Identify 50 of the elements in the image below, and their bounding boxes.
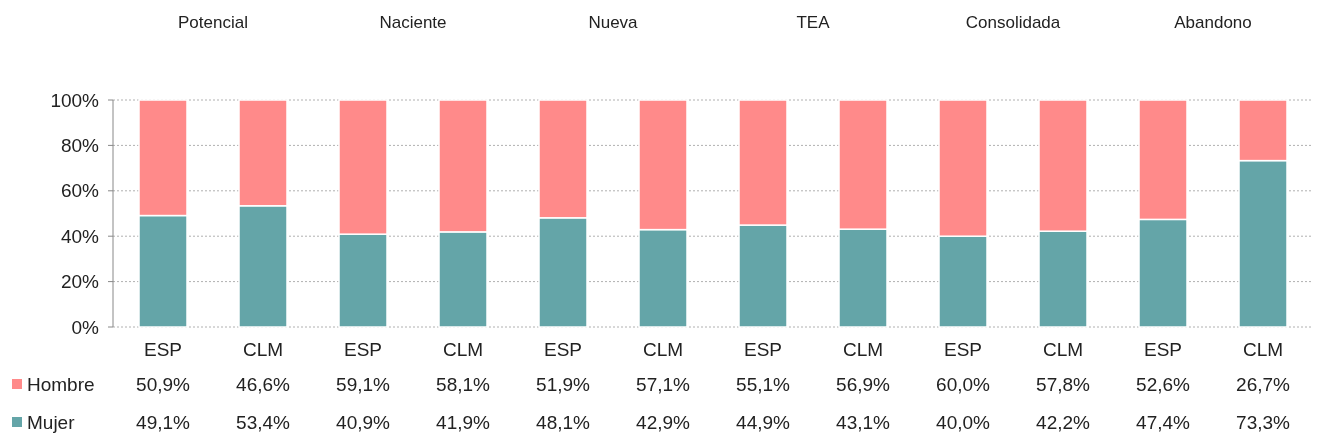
- x-tick-label: ESP: [943, 339, 983, 360]
- data-label: 51,9%: [536, 373, 591, 395]
- data-label: 47,4%: [1136, 411, 1191, 433]
- y-tick-label: 100%: [50, 89, 100, 111]
- data-label: 52,6%: [1136, 373, 1191, 395]
- legend-label: Hombre: [27, 373, 95, 395]
- data-label: 55,1%: [736, 373, 791, 395]
- data-label: 56,9%: [836, 373, 891, 395]
- data-label: 40,9%: [336, 411, 391, 433]
- data-label: 41,9%: [436, 411, 491, 433]
- data-label: 48,1%: [536, 411, 591, 433]
- data-label: 59,1%: [336, 373, 391, 395]
- data-label: 58,1%: [436, 373, 491, 395]
- data-label: 42,2%: [1036, 411, 1091, 433]
- x-tick-label: ESP: [743, 339, 783, 360]
- data-label: 53,4%: [236, 411, 291, 433]
- data-label: 42,9%: [636, 411, 691, 433]
- data-label: 73,3%: [1236, 411, 1291, 433]
- x-tick-label: ESP: [543, 339, 583, 360]
- y-tick-label: 40%: [60, 225, 100, 247]
- x-tick-label: CLM: [842, 339, 884, 360]
- x-tick-label: CLM: [1242, 339, 1284, 360]
- text: TEA: [796, 13, 831, 32]
- data-label: 60,0%: [936, 373, 991, 395]
- text: Consolidada: [965, 13, 1061, 32]
- data-label: 57,1%: [636, 373, 691, 395]
- data-label: 57,8%: [1036, 373, 1091, 395]
- x-tick-label: CLM: [242, 339, 284, 360]
- data-label: 49,1%: [136, 411, 191, 433]
- data-label: 40,0%: [936, 411, 991, 433]
- x-tick-label: CLM: [1042, 339, 1084, 360]
- x-tick-label: ESP: [1143, 339, 1183, 360]
- y-tick-label: 0%: [71, 316, 100, 338]
- x-tick-label: CLM: [642, 339, 684, 360]
- y-tick-label: 60%: [60, 180, 100, 202]
- x-tick-label: CLM: [442, 339, 484, 360]
- data-label: 46,6%: [236, 373, 291, 395]
- data-label: 26,7%: [1236, 373, 1291, 395]
- y-tick-label: 80%: [60, 135, 100, 157]
- data-label: 43,1%: [836, 411, 891, 433]
- data-label: 50,9%: [136, 373, 191, 395]
- text: Nueva: [588, 13, 639, 32]
- text: Naciente: [379, 13, 447, 32]
- x-tick-label: ESP: [143, 339, 183, 360]
- legend-label: Mujer: [27, 411, 76, 433]
- x-tick-label: ESP: [343, 339, 383, 360]
- data-label: 44,9%: [736, 411, 791, 433]
- text: Potencial: [178, 13, 248, 32]
- y-tick-label: 20%: [60, 271, 100, 293]
- text: Abandono: [1174, 13, 1252, 32]
